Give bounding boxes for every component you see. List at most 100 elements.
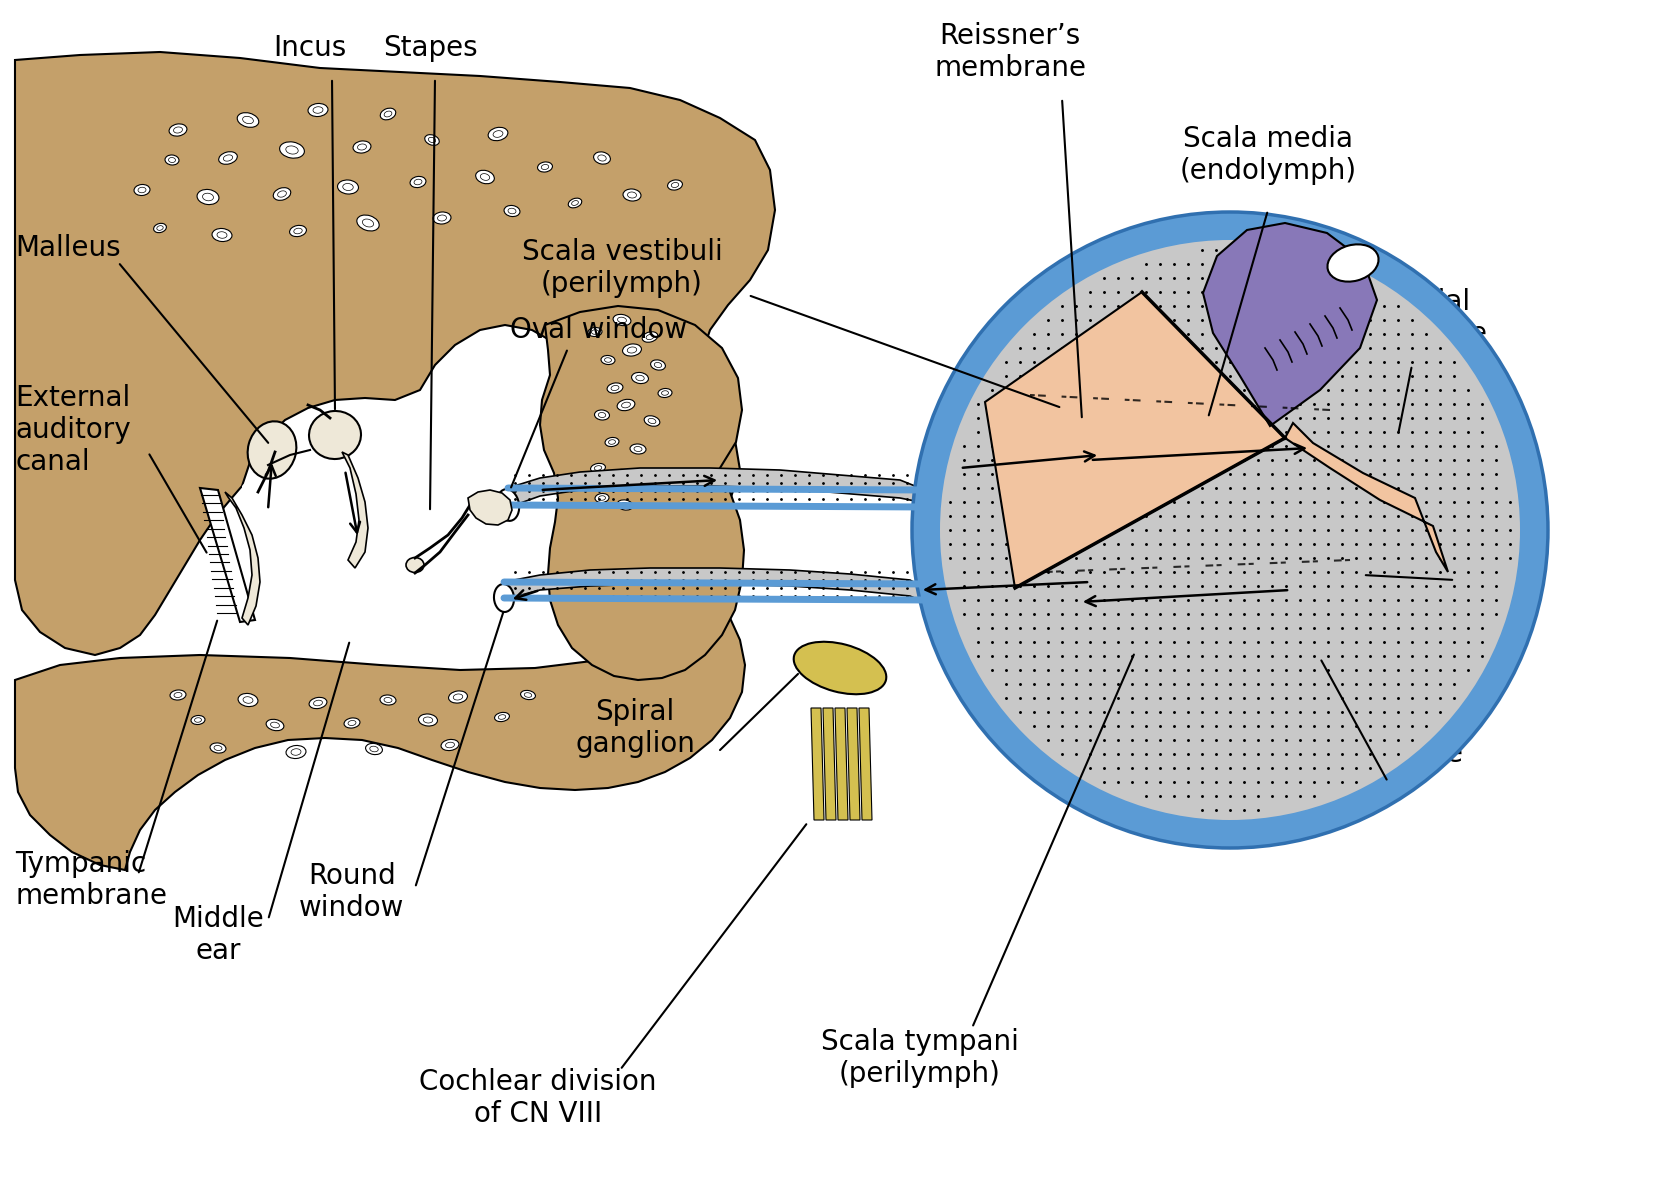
Ellipse shape: [617, 399, 635, 410]
Ellipse shape: [357, 215, 378, 231]
Ellipse shape: [168, 124, 187, 136]
Polygon shape: [1285, 423, 1449, 572]
Ellipse shape: [248, 421, 297, 478]
Ellipse shape: [212, 228, 232, 242]
Ellipse shape: [1327, 244, 1379, 281]
Ellipse shape: [290, 225, 307, 237]
Ellipse shape: [613, 469, 630, 481]
Ellipse shape: [192, 715, 205, 725]
Ellipse shape: [593, 152, 610, 164]
Polygon shape: [468, 490, 512, 525]
Ellipse shape: [425, 135, 438, 146]
Text: Basilar
membrane: Basilar membrane: [1312, 708, 1464, 768]
Ellipse shape: [433, 212, 452, 224]
Ellipse shape: [793, 642, 887, 694]
Polygon shape: [540, 306, 743, 681]
Text: Incus: Incus: [273, 33, 347, 62]
Polygon shape: [1204, 222, 1377, 426]
Polygon shape: [812, 708, 823, 820]
Ellipse shape: [448, 691, 467, 703]
Ellipse shape: [495, 713, 510, 721]
Ellipse shape: [537, 161, 552, 172]
Ellipse shape: [623, 189, 642, 201]
Polygon shape: [15, 618, 745, 869]
Text: Organ
of
Corti: Organ of Corti: [1455, 512, 1540, 604]
Ellipse shape: [237, 112, 258, 127]
Ellipse shape: [210, 743, 227, 753]
Ellipse shape: [170, 690, 187, 700]
Ellipse shape: [632, 372, 648, 384]
Ellipse shape: [353, 141, 372, 153]
Text: Malleus: Malleus: [15, 234, 120, 262]
Ellipse shape: [493, 584, 513, 612]
Ellipse shape: [442, 739, 458, 751]
Text: Tympanic
membrane: Tympanic membrane: [15, 850, 167, 910]
Ellipse shape: [287, 745, 307, 758]
Ellipse shape: [595, 494, 608, 502]
Ellipse shape: [153, 224, 167, 233]
Ellipse shape: [520, 690, 535, 700]
Ellipse shape: [658, 389, 672, 397]
Ellipse shape: [488, 127, 508, 141]
Circle shape: [940, 240, 1520, 820]
Ellipse shape: [337, 179, 358, 194]
Polygon shape: [847, 708, 860, 820]
Ellipse shape: [595, 410, 610, 420]
Text: Scala vestibuli
(perilymph): Scala vestibuli (perilymph): [522, 238, 722, 298]
Ellipse shape: [308, 104, 328, 116]
Polygon shape: [242, 417, 468, 614]
Ellipse shape: [602, 355, 615, 365]
Ellipse shape: [588, 328, 602, 336]
Ellipse shape: [133, 184, 150, 195]
Text: Stapes: Stapes: [383, 33, 477, 62]
Ellipse shape: [613, 315, 630, 325]
Circle shape: [912, 212, 1549, 848]
Polygon shape: [342, 452, 368, 568]
Polygon shape: [859, 708, 872, 820]
Text: Spiral
ganglion: Spiral ganglion: [575, 697, 695, 758]
Text: Cochlear division
of CN VIII: Cochlear division of CN VIII: [418, 1068, 657, 1128]
Polygon shape: [15, 51, 775, 655]
Ellipse shape: [273, 188, 290, 201]
Ellipse shape: [218, 152, 237, 164]
Ellipse shape: [407, 557, 423, 573]
Ellipse shape: [568, 199, 582, 208]
Text: Round
window: Round window: [300, 862, 405, 922]
Text: Tectorial
membrane: Tectorial membrane: [1335, 288, 1489, 348]
Ellipse shape: [280, 142, 305, 158]
Ellipse shape: [497, 489, 518, 521]
Polygon shape: [823, 708, 835, 820]
Ellipse shape: [380, 695, 397, 704]
Ellipse shape: [622, 344, 642, 356]
Text: Scala tympani
(perilymph): Scala tympani (perilymph): [822, 1027, 1019, 1088]
Ellipse shape: [308, 697, 327, 709]
Ellipse shape: [238, 694, 258, 707]
Text: Reissner’s
membrane: Reissner’s membrane: [934, 22, 1085, 83]
Ellipse shape: [642, 331, 658, 342]
Ellipse shape: [650, 360, 665, 370]
Ellipse shape: [380, 108, 395, 120]
Ellipse shape: [667, 179, 682, 190]
Polygon shape: [225, 492, 260, 626]
Ellipse shape: [605, 438, 618, 446]
Ellipse shape: [503, 206, 520, 216]
Polygon shape: [985, 292, 1285, 588]
Ellipse shape: [410, 176, 427, 188]
Ellipse shape: [475, 170, 495, 184]
Ellipse shape: [643, 416, 660, 426]
Ellipse shape: [343, 718, 360, 728]
Text: External
auditory
canal: External auditory canal: [15, 384, 130, 476]
Ellipse shape: [365, 744, 382, 755]
Ellipse shape: [630, 444, 647, 454]
Text: Oval window: Oval window: [510, 316, 687, 344]
Ellipse shape: [590, 463, 605, 472]
Ellipse shape: [197, 189, 218, 205]
Text: Middle
ear: Middle ear: [172, 905, 263, 965]
Polygon shape: [508, 468, 920, 505]
Ellipse shape: [165, 155, 178, 165]
Polygon shape: [200, 488, 255, 622]
Ellipse shape: [607, 383, 623, 393]
Ellipse shape: [418, 714, 437, 726]
Polygon shape: [835, 708, 849, 820]
Text: Scala media
(endolymph): Scala media (endolymph): [1180, 124, 1357, 185]
